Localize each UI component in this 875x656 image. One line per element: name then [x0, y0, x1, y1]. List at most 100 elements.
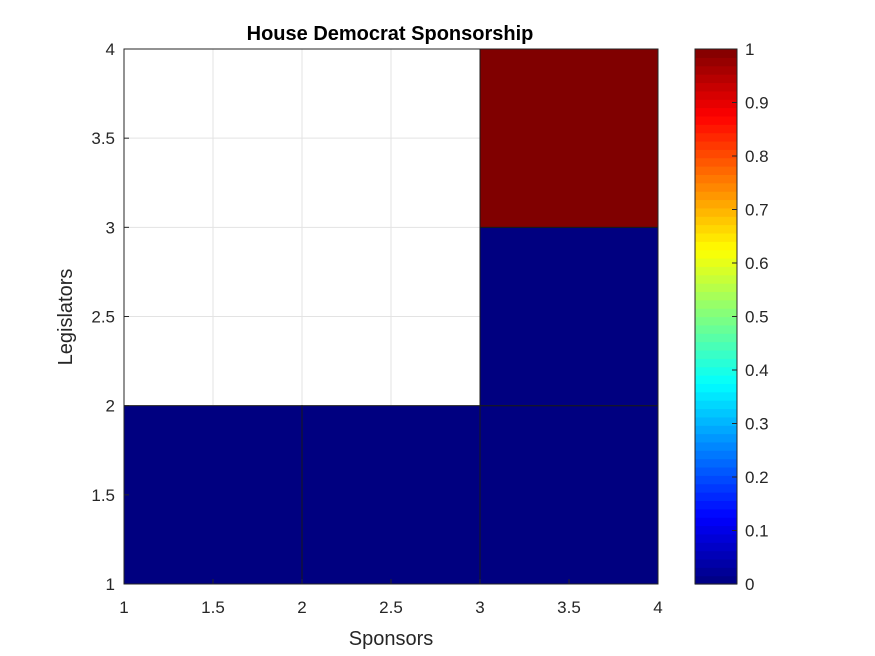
colorbar-segment — [695, 291, 737, 301]
colorbar-segment — [695, 383, 737, 393]
colorbar-segment — [695, 207, 737, 217]
colorbar-segment — [695, 550, 737, 560]
colorbar-segment — [695, 567, 737, 577]
y-axis-label: Legislators — [55, 269, 77, 366]
colorbar-segment — [695, 199, 737, 209]
colorbar-segment — [695, 525, 737, 535]
colorbar-segment — [695, 65, 737, 75]
colorbar-segment — [695, 450, 737, 460]
heatmap-cell — [479, 405, 659, 585]
y-tick-label: 3.5 — [91, 129, 115, 148]
colorbar-segment — [695, 140, 737, 150]
x-tick-label: 3 — [475, 598, 484, 617]
colorbar-segment — [695, 475, 737, 485]
colorbar-segment — [695, 316, 737, 326]
colorbar-segment — [695, 533, 737, 543]
y-tick-label: 1.5 — [91, 486, 115, 505]
x-tick-label: 4 — [653, 598, 662, 617]
x-tick-label: 2.5 — [379, 598, 403, 617]
colorbar-segment — [695, 249, 737, 259]
x-axis-label: Sponsors — [349, 628, 434, 650]
colorbar-segment — [695, 466, 737, 476]
y-tick-label: 1 — [106, 575, 115, 594]
colorbar-segment — [695, 74, 737, 84]
colorbar-segment — [695, 358, 737, 368]
colorbar-segment — [695, 283, 737, 293]
x-tick-label: 1.5 — [201, 598, 225, 617]
chart-title: House Democrat Sponsorship — [247, 23, 534, 45]
x-tick-label: 1 — [119, 598, 128, 617]
colorbar-segment — [695, 299, 737, 309]
colorbar-tick-label: 0.9 — [745, 94, 769, 113]
colorbar-segment — [695, 124, 737, 134]
colorbar-segment — [695, 483, 737, 493]
colorbar-segment — [695, 441, 737, 451]
colorbar-segment — [695, 266, 737, 276]
y-tick-label: 3 — [106, 218, 115, 237]
colorbar-segment — [695, 132, 737, 142]
heatmap-cell — [123, 405, 303, 585]
colorbar-segment — [695, 191, 737, 201]
colorbar-segment — [695, 99, 737, 109]
y-axis-ticks: 1 1.5 2 2.5 3 3.5 4 — [91, 40, 129, 594]
colorbar-segment — [695, 324, 737, 334]
colorbar-segment — [695, 182, 737, 192]
colorbar-tick-label: 0.6 — [745, 254, 769, 273]
heatmap-cells — [123, 48, 659, 585]
colorbar-segment — [695, 433, 737, 443]
colorbar-segment — [695, 333, 737, 343]
colorbar-segment — [695, 458, 737, 468]
colorbar-tick-label: 0.2 — [745, 468, 769, 487]
colorbar-segment — [695, 274, 737, 284]
colorbar-segment — [695, 308, 737, 318]
colorbar-tick-label: 0 — [745, 575, 754, 594]
colorbar-segment — [695, 174, 737, 184]
colorbar-segment — [695, 408, 737, 418]
colorbar-segment — [695, 241, 737, 251]
colorbar-segment — [695, 115, 737, 125]
heatmap-cell — [301, 405, 481, 585]
colorbar-segment — [695, 508, 737, 518]
y-tick-label: 2.5 — [91, 308, 115, 327]
colorbar-segment — [695, 57, 737, 67]
x-tick-label: 3.5 — [557, 598, 581, 617]
colorbar-segment — [695, 107, 737, 117]
colorbar-tick-label: 0.8 — [745, 147, 769, 166]
x-tick-label: 2 — [297, 598, 306, 617]
colorbar-segment — [695, 400, 737, 410]
heatmap-cell — [479, 48, 659, 228]
colorbar-tick-label: 0.4 — [745, 361, 769, 380]
x-axis-ticks: 1 1.5 2 2.5 3 3.5 4 — [119, 579, 663, 617]
colorbar-segment — [695, 366, 737, 376]
colorbar-tick-label: 0.5 — [745, 308, 769, 327]
colorbar-segment — [695, 500, 737, 510]
colorbar-segment — [695, 49, 737, 58]
colorbar-segment — [695, 425, 737, 435]
colorbar-segment — [695, 216, 737, 226]
colorbar-segment — [695, 349, 737, 359]
colorbar-segment — [695, 558, 737, 568]
colorbar-segment — [695, 492, 737, 502]
colorbar-segment — [695, 375, 737, 384]
colorbar-segment — [695, 391, 737, 401]
colorbar-segment — [695, 341, 737, 351]
colorbar-tick-label: 0.3 — [745, 415, 769, 434]
colorbar-segment — [695, 224, 737, 234]
colorbar-tick-label: 0.1 — [745, 522, 769, 541]
colorbar-segment — [695, 157, 737, 167]
colorbar-segment — [695, 166, 737, 175]
colorbar-segment — [695, 82, 737, 92]
y-tick-label: 2 — [106, 397, 115, 416]
colorbar-segment — [695, 575, 737, 585]
colorbar-segment — [695, 149, 737, 159]
colorbar-tick-label: 1 — [745, 40, 754, 59]
colorbar-segment — [695, 232, 737, 242]
colorbar-segment — [695, 257, 737, 267]
colorbar-tick-label: 0.7 — [745, 201, 769, 220]
colorbar-segment — [695, 542, 737, 552]
y-tick-label: 4 — [106, 40, 115, 59]
heatmap-cell — [479, 226, 659, 407]
colorbar-segment — [695, 416, 737, 426]
